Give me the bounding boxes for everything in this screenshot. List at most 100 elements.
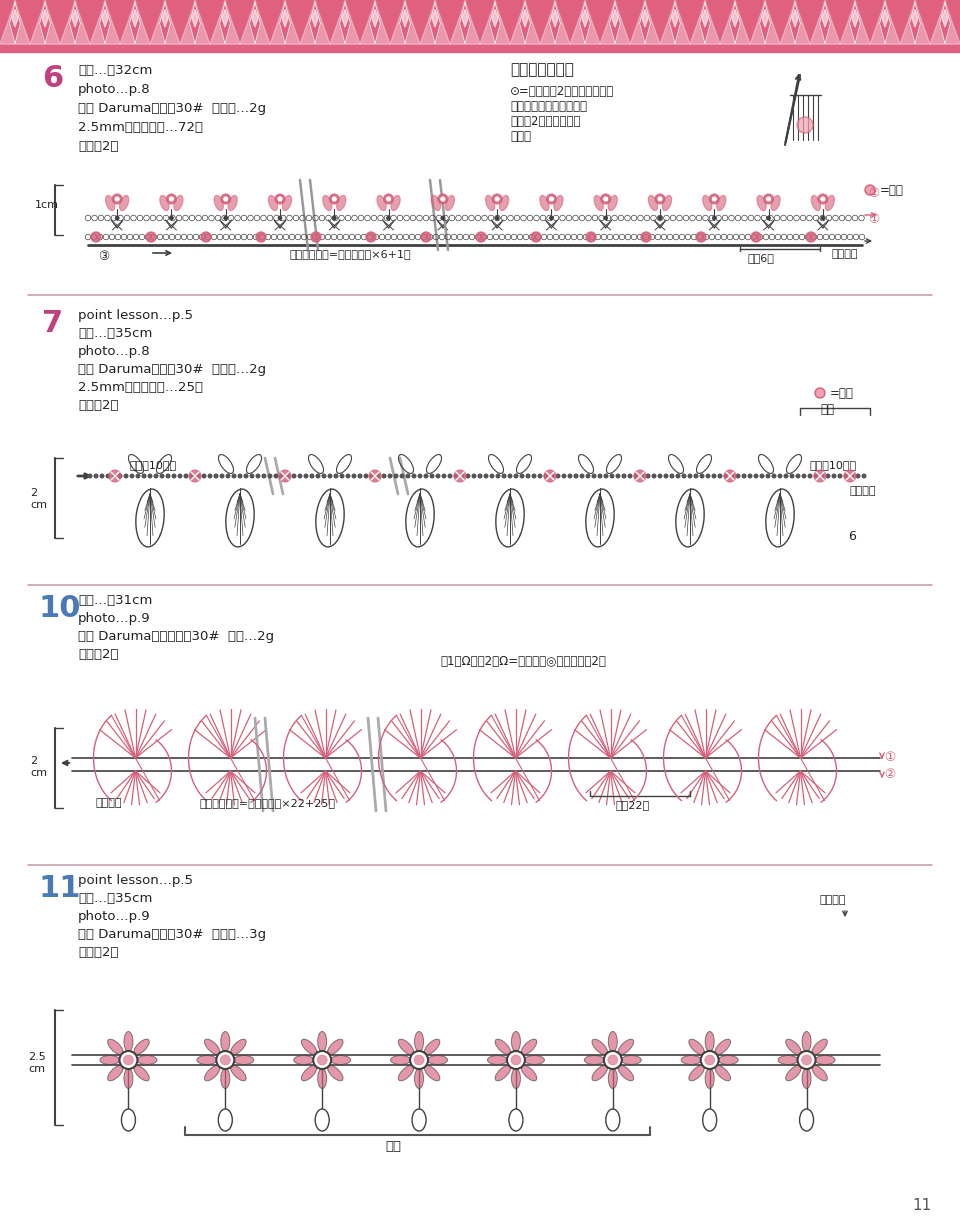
Circle shape [213, 473, 219, 479]
Polygon shape [279, 2, 290, 44]
Ellipse shape [802, 1031, 811, 1051]
Ellipse shape [230, 1039, 246, 1055]
Ellipse shape [108, 1039, 123, 1055]
Circle shape [501, 473, 507, 479]
Circle shape [798, 1051, 816, 1069]
Ellipse shape [124, 1031, 132, 1051]
Polygon shape [130, 2, 140, 44]
Circle shape [223, 196, 228, 202]
Polygon shape [72, 10, 78, 27]
Text: 穿入串珠的方法: 穿入串珠的方法 [510, 62, 574, 77]
Polygon shape [100, 2, 110, 44]
Text: 起针的锁针数=所需花样数×6+1针: 起针的锁针数=所需花样数×6+1针 [290, 249, 412, 259]
Circle shape [741, 473, 747, 479]
Ellipse shape [592, 1039, 608, 1055]
Polygon shape [930, 0, 960, 44]
Circle shape [717, 473, 723, 479]
Ellipse shape [812, 1066, 828, 1080]
Polygon shape [162, 10, 168, 27]
Ellipse shape [282, 196, 292, 210]
Circle shape [759, 473, 764, 479]
Circle shape [268, 473, 273, 479]
Polygon shape [852, 10, 858, 27]
Ellipse shape [682, 1056, 701, 1064]
Circle shape [850, 473, 854, 479]
Polygon shape [300, 0, 330, 44]
Ellipse shape [509, 1110, 523, 1132]
Circle shape [117, 473, 123, 479]
Circle shape [106, 473, 110, 479]
Circle shape [313, 1051, 331, 1069]
Ellipse shape [119, 196, 129, 210]
Ellipse shape [706, 1068, 714, 1089]
Circle shape [604, 1051, 622, 1069]
Ellipse shape [133, 1039, 149, 1055]
Polygon shape [840, 0, 870, 44]
Circle shape [543, 473, 548, 479]
Circle shape [441, 216, 444, 220]
Circle shape [141, 473, 147, 479]
Circle shape [477, 473, 483, 479]
Ellipse shape [512, 1031, 520, 1051]
Text: ③: ③ [98, 251, 109, 263]
Text: ①: ① [884, 752, 896, 764]
Polygon shape [789, 2, 801, 44]
Circle shape [471, 473, 476, 479]
Circle shape [375, 473, 380, 479]
Polygon shape [639, 2, 651, 44]
Circle shape [492, 194, 502, 204]
Polygon shape [60, 0, 90, 44]
Text: 横田 Daruma金銀蒈丝线30#  白色…2g: 横田 Daruma金銀蒈丝线30# 白色…2g [78, 631, 275, 643]
Circle shape [256, 232, 266, 242]
Ellipse shape [398, 1066, 414, 1080]
Ellipse shape [230, 1066, 246, 1080]
Circle shape [669, 473, 675, 479]
Ellipse shape [174, 196, 183, 210]
Circle shape [748, 473, 753, 479]
Circle shape [586, 473, 590, 479]
Circle shape [172, 473, 177, 479]
Polygon shape [750, 0, 780, 44]
Text: 2.5
cm: 2.5 cm [28, 1052, 46, 1074]
Ellipse shape [124, 1068, 132, 1089]
Polygon shape [549, 2, 561, 44]
Circle shape [285, 473, 291, 479]
Ellipse shape [785, 1039, 802, 1055]
Circle shape [220, 473, 225, 479]
Circle shape [763, 194, 774, 204]
Text: 11: 11 [38, 874, 81, 903]
Polygon shape [189, 2, 201, 44]
Circle shape [608, 1055, 618, 1066]
Circle shape [399, 473, 404, 479]
Circle shape [207, 473, 212, 479]
Circle shape [641, 232, 651, 242]
Circle shape [820, 196, 826, 202]
Polygon shape [642, 10, 648, 27]
Circle shape [412, 473, 417, 479]
Polygon shape [732, 10, 738, 27]
Text: 尺寸…分32cm: 尺寸…分32cm [78, 64, 153, 77]
Circle shape [549, 473, 555, 479]
Circle shape [189, 473, 195, 479]
Text: 6: 6 [848, 530, 856, 543]
Circle shape [508, 473, 513, 479]
Text: ②: ② [884, 767, 896, 781]
Circle shape [226, 473, 230, 479]
Circle shape [597, 473, 603, 479]
Circle shape [384, 194, 394, 204]
Ellipse shape [137, 1056, 156, 1064]
Ellipse shape [785, 1066, 802, 1080]
Polygon shape [552, 10, 558, 27]
Circle shape [797, 117, 813, 133]
Circle shape [495, 473, 500, 479]
Circle shape [655, 194, 665, 204]
Circle shape [440, 196, 445, 202]
Circle shape [357, 473, 363, 479]
Circle shape [591, 473, 596, 479]
Circle shape [844, 473, 849, 479]
Circle shape [183, 473, 188, 479]
Ellipse shape [318, 1068, 326, 1089]
Text: 2
cm: 2 cm [30, 488, 47, 510]
Ellipse shape [100, 1056, 120, 1064]
Circle shape [837, 473, 843, 479]
